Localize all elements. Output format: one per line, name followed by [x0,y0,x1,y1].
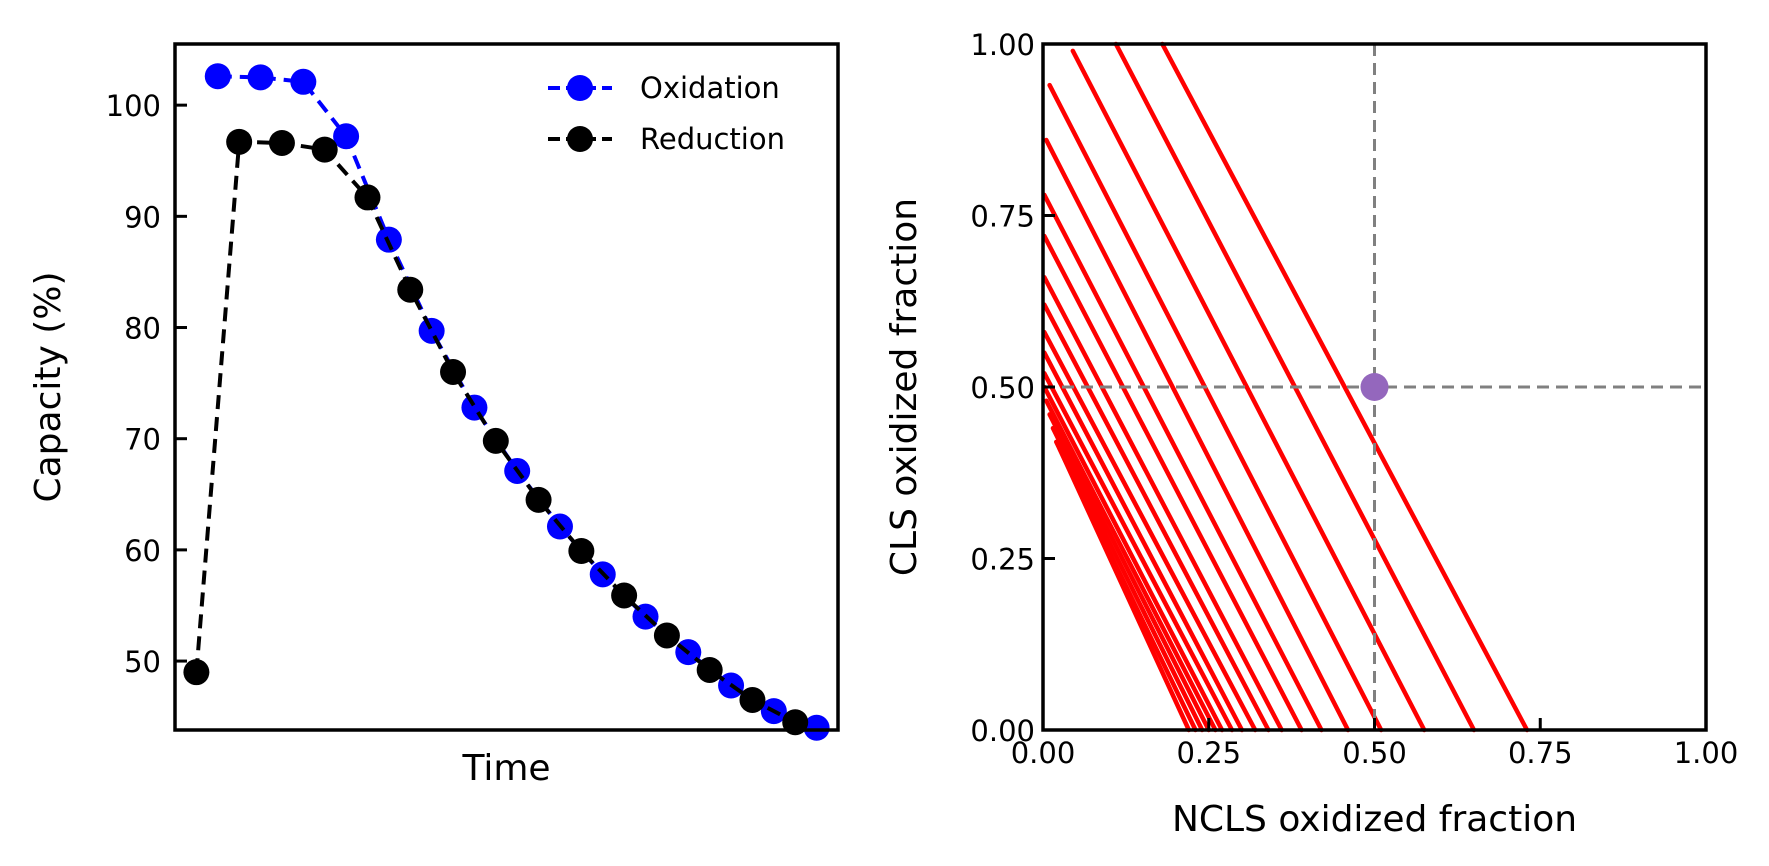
oxidation-point [418,317,445,344]
fraction-segment [1042,192,1324,733]
legend-item-reduction: Reduction [548,122,785,156]
fraction-segment [1042,350,1245,733]
fraction-segment [1042,329,1258,733]
capacity-y-tick-label: 50 [124,645,161,679]
capacity-y-axis-label: Capacity (%) [28,271,69,502]
fraction-x-tick-label: 0.00 [1011,736,1076,770]
fraction-segment [1042,233,1304,733]
legend-item-oxidation: Oxidation [548,71,780,105]
legend-reduction-marker [567,126,593,152]
reduction-point [311,136,338,163]
capacity-y-tick-label: 100 [106,89,161,123]
marked-point [1360,373,1389,401]
legend-reduction-label: Reduction [640,122,785,156]
oxidation-point [290,68,317,95]
oxidation-point [247,64,274,91]
fraction-lines-layer [1042,41,1530,733]
fraction-ticks-layer: 0.00 0.25 0.50 0.75 1.00 0.00 0.25 0.50 0.75 1.00 [970,28,1738,770]
fraction-segment [1042,302,1271,733]
fraction-x-tick-label: 0.75 [1508,736,1573,770]
reduction-point [653,622,680,649]
oxidation-point [333,123,360,150]
reduction-point [268,129,295,156]
reduction-point [611,582,638,609]
legend-oxidation-marker [567,75,593,101]
fraction-segment [1044,398,1218,733]
capacity-chart: 50 60 70 80 90 100 Time Capacity (%) Oxidatio… [28,42,840,789]
fraction-segment [1070,48,1427,733]
legend-oxidation-label: Oxidation [640,71,780,105]
reduction-point [568,537,595,564]
fraction-x-axis-label: NCLS oxidized fraction [1172,799,1577,840]
fraction-y-tick-label: 0.50 [970,371,1035,405]
fraction-y-tick-label: 0.75 [970,200,1035,234]
fraction-plot-frame [1041,42,1708,732]
fraction-chart: 0.00 0.25 0.50 0.75 1.00 0.00 0.25 0.50 0.75 1.00… [884,28,1738,840]
fraction-x-tick-label: 0.50 [1342,736,1407,770]
oxidation-point [803,714,830,741]
capacity-x-axis-label: Time [461,748,550,789]
fraction-x-tick-label: 1.00 [1674,736,1739,770]
oxidation-line [217,74,818,730]
reduction-point [183,659,210,686]
reduction-point [696,656,723,683]
fraction-segment [1044,137,1351,733]
reduction-point [525,486,552,513]
fraction-y-tick-label: 0.25 [970,543,1035,577]
fraction-y-tick-label: 1.00 [970,28,1035,62]
fraction-segment [1160,41,1530,733]
capacity-y-ticks: 50 60 70 80 90 100 [106,89,187,679]
fraction-y-tick-label: 0.00 [970,714,1035,748]
capacity-plot-frame [173,42,840,732]
capacity-legend: Oxidation Reduction [548,71,785,156]
capacity-y-tick-label: 60 [124,534,161,568]
oxidation-point [204,63,231,90]
capacity-y-tick-label: 90 [124,200,161,234]
fraction-segment [1050,425,1205,733]
fraction-x-tick-label: 0.25 [1176,736,1241,770]
capacity-y-tick-label: 80 [124,312,161,346]
fraction-segment [1042,274,1284,733]
fraction-segment [1042,371,1235,733]
capacity-series-layer [183,63,830,741]
fraction-y-axis-label: CLS oxidized fraction [884,198,925,576]
reduction-point [440,358,467,385]
reduction-point [226,128,253,155]
fraction-segment [1042,384,1225,733]
reduction-point [397,276,424,303]
reduction-point [354,184,381,211]
fraction-segment [1047,412,1211,733]
reduction-point [739,686,766,713]
reduction-point [482,427,509,454]
capacity-y-tick-label: 70 [124,423,161,457]
fraction-segment [1057,446,1192,733]
fraction-segment [1047,82,1384,733]
fraction-reference-layer [1043,44,1706,730]
oxidation-point [461,394,488,421]
